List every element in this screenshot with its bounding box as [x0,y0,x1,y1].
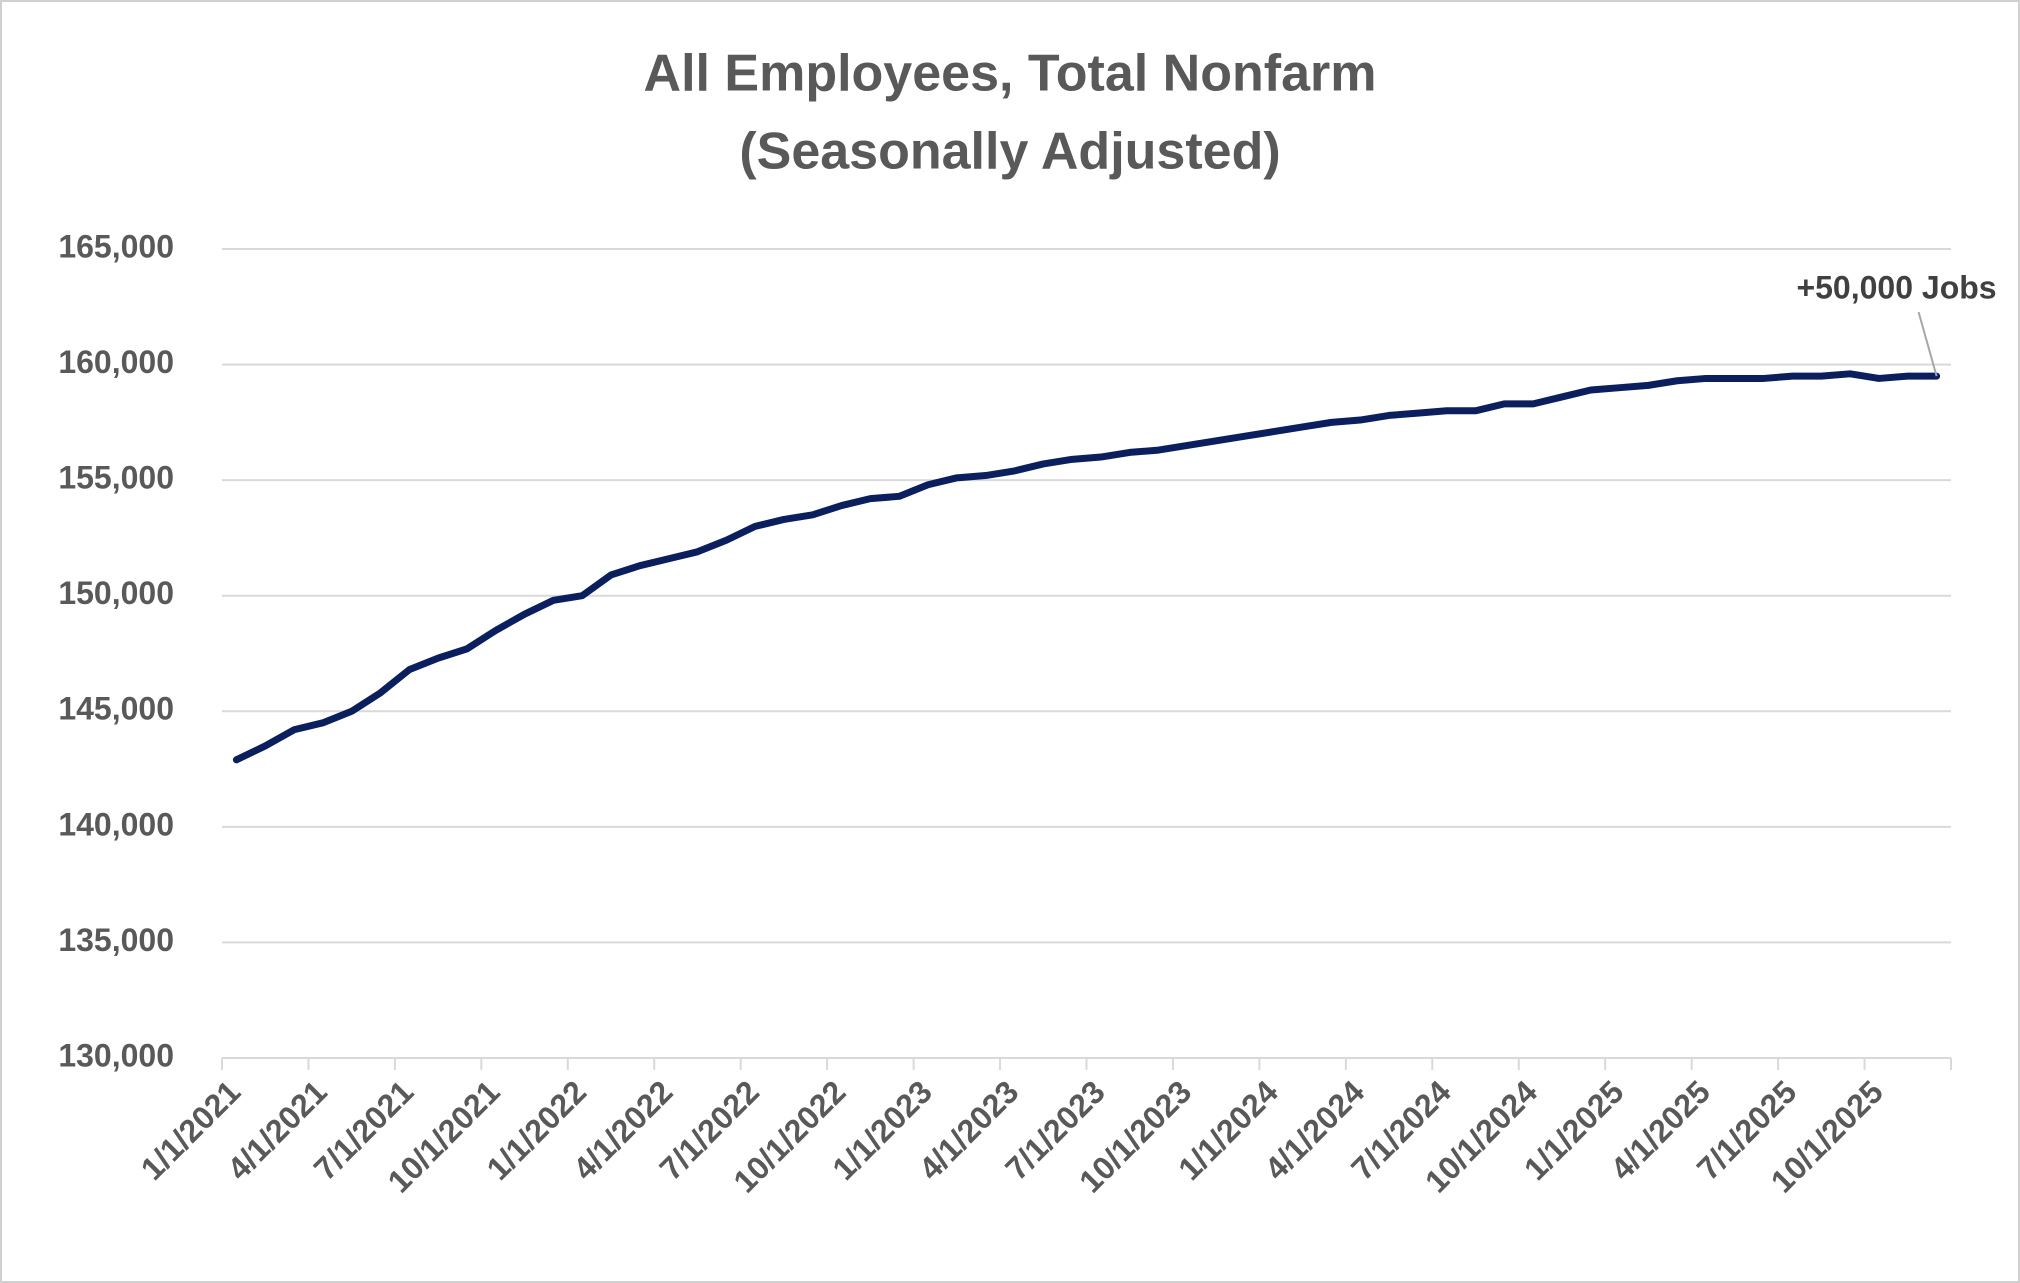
data-line [232,370,1941,764]
annotation-leader [1917,311,1938,377]
y-tick-label: 155,000 [58,460,174,496]
y-tick-label: 130,000 [58,1037,174,1073]
y-tick-label: 135,000 [58,922,174,958]
y-tick-label: 160,000 [58,344,174,380]
y-tick-label: 145,000 [58,691,174,727]
chart-subtitle: (Seasonally Adjusted) [739,123,1280,181]
chart-title: All Employees, Total Nonfarm [644,45,1377,103]
y-tick-label: 150,000 [58,575,174,611]
y-tick-label: 140,000 [58,806,174,842]
y-tick-label: 165,000 [58,228,174,264]
annotation: +50,000 Jobs [1796,270,1996,306]
